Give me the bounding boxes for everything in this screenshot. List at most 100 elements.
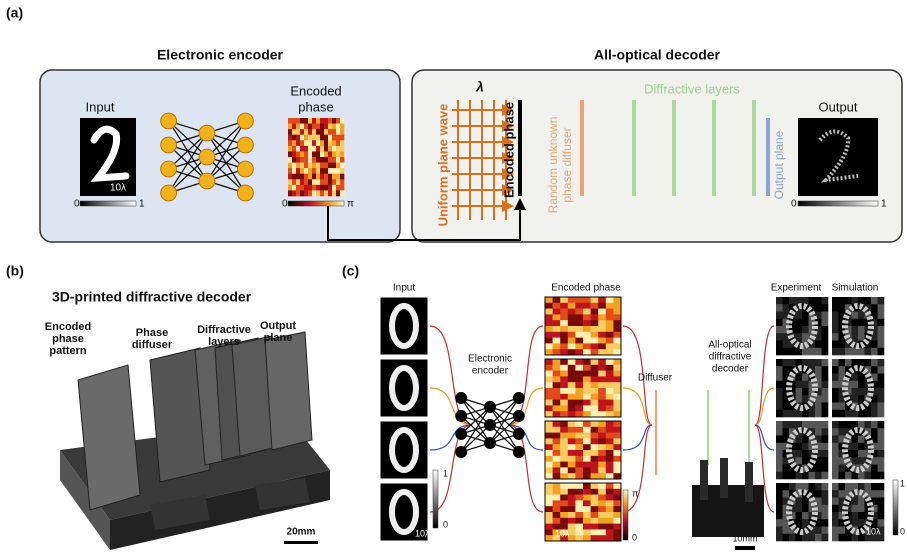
texture-cell <box>545 518 553 524</box>
texture-cell <box>776 304 783 312</box>
texture-cell <box>340 168 344 174</box>
output-image <box>776 421 828 479</box>
texture-cell <box>839 421 846 429</box>
texture-cell <box>598 450 606 456</box>
texture-cell <box>312 168 316 174</box>
texture-cell <box>340 140 344 146</box>
texture-cell <box>553 371 561 377</box>
texture-cell <box>822 505 829 513</box>
encoded-phase-label: Encoded phase <box>501 102 516 198</box>
texture-cell <box>545 411 553 417</box>
texture-cell <box>320 157 324 163</box>
texture-cell <box>308 168 312 174</box>
texture-cell <box>606 518 614 524</box>
texture-cell <box>852 395 859 403</box>
texture-cell <box>304 185 308 191</box>
texture-cell <box>613 338 621 344</box>
texture-cell <box>776 428 783 436</box>
texture-cell <box>878 381 885 389</box>
part-label: diffuser <box>132 339 173 351</box>
texture-cell <box>553 512 561 518</box>
texture-cell <box>316 129 320 135</box>
texture-cell <box>776 333 783 341</box>
texture-cell <box>776 512 783 520</box>
texture-cell <box>815 348 822 356</box>
texture-cell <box>575 309 583 315</box>
texture-cell <box>568 332 576 338</box>
texture-cell <box>545 297 553 303</box>
texture-cell <box>852 457 859 465</box>
decoder-label: diffractive <box>709 352 752 363</box>
texture-cell <box>832 341 839 349</box>
network-node <box>455 428 467 440</box>
texture-cell <box>553 518 561 524</box>
texture-cell <box>606 500 614 506</box>
texture-cell <box>878 421 885 429</box>
texture-cell <box>591 338 599 344</box>
texture-cell <box>575 338 583 344</box>
texture-cell <box>776 483 783 491</box>
texture-cell <box>304 146 308 152</box>
texture-cell <box>312 151 316 157</box>
texture-cell <box>613 489 621 495</box>
texture-cell <box>832 483 839 491</box>
diffuser-label: Random unknown <box>546 117 560 214</box>
texture-cell <box>606 388 614 394</box>
texture-cell <box>568 365 576 371</box>
colorbar-max: 1 <box>443 468 448 478</box>
texture-cell <box>598 394 606 400</box>
colorbar-min: 0 <box>632 532 637 542</box>
texture-cell <box>583 433 591 439</box>
texture-cell <box>568 303 576 309</box>
texture-cell <box>332 129 336 135</box>
texture-cell <box>336 124 340 130</box>
scale-label: 10λ <box>555 528 570 538</box>
texture-cell <box>300 163 304 169</box>
texture-cell <box>598 405 606 411</box>
texture-cell <box>796 312 803 320</box>
texture-cell <box>783 348 790 356</box>
texture-cell <box>545 529 553 535</box>
texture-cell <box>545 450 553 456</box>
texture-cell <box>613 349 621 355</box>
texture-cell <box>316 118 320 124</box>
texture-cell <box>583 506 591 512</box>
texture-cell <box>613 405 621 411</box>
texture-cell <box>796 374 803 382</box>
texture-cell <box>545 349 553 355</box>
encoded-phase-plane <box>518 100 522 196</box>
texture-cell <box>839 359 846 367</box>
texture-cell <box>320 135 324 141</box>
texture-cell <box>839 534 846 542</box>
texture-cell <box>575 483 583 489</box>
texture-cell <box>852 374 859 382</box>
texture-cell <box>591 473 599 479</box>
colorbar-min: 0 <box>282 199 288 210</box>
texture-cell <box>598 462 606 468</box>
texture-cell <box>324 151 328 157</box>
texture-cell <box>832 465 839 473</box>
texture-cell <box>839 366 846 374</box>
texture-cell <box>308 129 312 135</box>
texture-cell <box>320 168 324 174</box>
texture-cell <box>776 395 783 403</box>
texture-cell <box>553 382 561 388</box>
colorbar-max: 1 <box>139 199 145 210</box>
texture-cell <box>606 529 614 535</box>
texture-cell <box>591 303 599 309</box>
texture-cell <box>591 314 599 320</box>
output-plane-label: Output plane <box>772 130 786 199</box>
texture-cell <box>832 366 839 374</box>
panel-title: 3D-printed diffractive decoder <box>52 289 252 305</box>
scale-bar <box>735 546 755 550</box>
texture-cell <box>560 456 568 462</box>
texture-cell <box>336 190 340 196</box>
texture-cell <box>815 527 822 535</box>
texture-cell <box>328 118 332 124</box>
texture-cell <box>296 135 300 141</box>
texture-cell <box>591 371 599 377</box>
output-image <box>832 359 884 417</box>
texture-cell <box>583 529 591 535</box>
texture-cell <box>591 421 599 427</box>
texture-cell <box>288 179 292 185</box>
